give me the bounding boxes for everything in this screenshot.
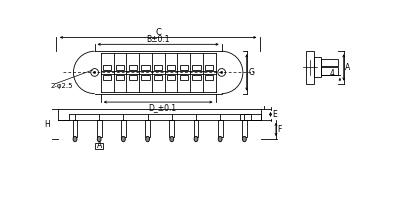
Ellipse shape bbox=[218, 136, 222, 142]
Ellipse shape bbox=[121, 136, 125, 142]
Bar bbox=[192, 65, 201, 70]
Ellipse shape bbox=[243, 136, 246, 142]
Text: A: A bbox=[345, 63, 350, 72]
Text: A: A bbox=[96, 141, 102, 150]
Bar bbox=[116, 75, 124, 80]
Bar bbox=[167, 65, 175, 70]
Text: F: F bbox=[278, 125, 282, 134]
Bar bbox=[129, 75, 137, 80]
Bar bbox=[103, 65, 111, 70]
Ellipse shape bbox=[194, 136, 198, 142]
Bar bbox=[306, 51, 315, 84]
Bar bbox=[116, 65, 124, 70]
Bar bbox=[73, 120, 77, 137]
Text: G: G bbox=[248, 68, 254, 77]
Ellipse shape bbox=[170, 136, 174, 142]
Ellipse shape bbox=[146, 136, 149, 142]
Bar bbox=[121, 120, 126, 137]
Bar bbox=[129, 65, 137, 70]
Bar bbox=[103, 75, 111, 80]
Bar bbox=[145, 120, 150, 137]
Bar bbox=[179, 65, 188, 70]
Bar bbox=[205, 75, 213, 80]
Bar bbox=[205, 65, 213, 70]
Bar bbox=[194, 120, 198, 137]
Circle shape bbox=[221, 71, 223, 74]
Bar bbox=[169, 120, 174, 137]
Text: B±0.1: B±0.1 bbox=[147, 34, 170, 43]
Bar bbox=[167, 75, 175, 80]
Text: D_±0.1: D_±0.1 bbox=[148, 103, 176, 112]
Text: E: E bbox=[272, 110, 277, 119]
Bar bbox=[240, 114, 261, 120]
Circle shape bbox=[94, 71, 96, 74]
Bar bbox=[192, 75, 201, 80]
Text: C: C bbox=[155, 28, 161, 37]
Bar bbox=[154, 75, 162, 80]
Bar bbox=[322, 59, 338, 66]
Bar bbox=[154, 65, 162, 70]
Bar bbox=[218, 120, 223, 137]
Text: 4: 4 bbox=[330, 69, 335, 78]
Ellipse shape bbox=[97, 136, 101, 142]
Bar bbox=[97, 120, 101, 137]
Bar bbox=[179, 75, 188, 80]
Bar bbox=[322, 68, 338, 75]
Bar bbox=[141, 65, 149, 70]
Bar bbox=[242, 120, 247, 137]
Bar bbox=[315, 57, 322, 78]
Text: H: H bbox=[44, 120, 50, 129]
Ellipse shape bbox=[73, 136, 77, 142]
Bar bbox=[141, 75, 149, 80]
Text: 2-φ2.5: 2-φ2.5 bbox=[51, 83, 73, 89]
